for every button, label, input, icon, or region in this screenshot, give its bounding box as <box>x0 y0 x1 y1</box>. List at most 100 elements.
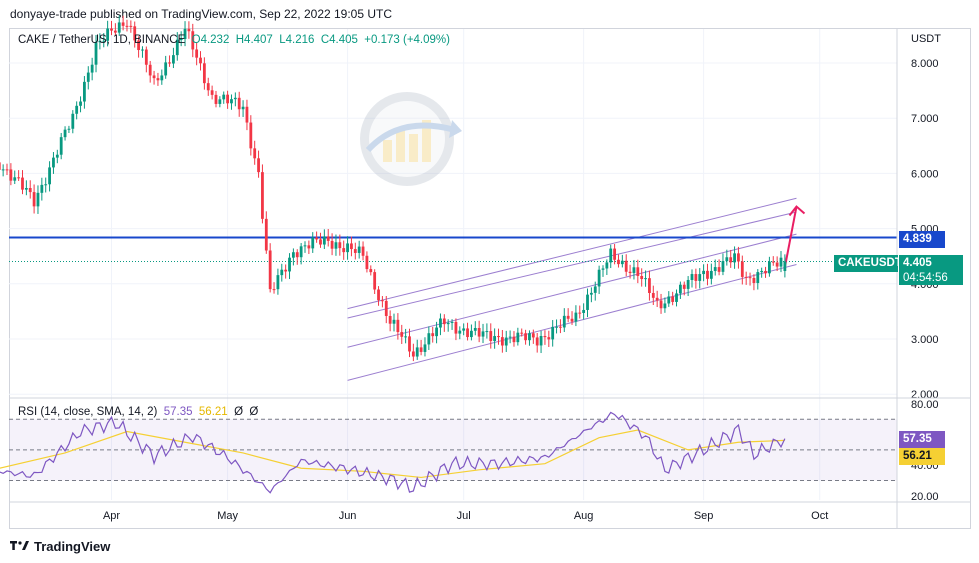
open-value: O4.232 <box>191 34 230 46</box>
candle-body <box>454 321 458 334</box>
candle-body <box>717 267 721 272</box>
time-tick-label: Apr <box>103 510 120 522</box>
time-tick-label: May <box>217 510 238 522</box>
candle-body <box>570 318 574 322</box>
price-tick-label: 7.000 <box>911 113 939 125</box>
candle-body <box>125 25 129 27</box>
candle-body <box>133 26 137 41</box>
candle-body <box>102 40 106 42</box>
candle-body <box>106 28 110 41</box>
candle-body <box>152 75 156 79</box>
candle-body <box>675 293 678 302</box>
candle-body <box>299 246 303 258</box>
rsi-sma-line <box>0 429 785 479</box>
candle-body <box>75 105 79 114</box>
candle-body <box>748 277 752 279</box>
close-value: C4.405 <box>320 34 358 46</box>
candle-body <box>141 49 144 51</box>
candle-body <box>381 300 384 302</box>
candle-body <box>477 327 481 337</box>
time-tick-label: Sep <box>694 510 714 522</box>
candle-body <box>199 57 202 64</box>
candle-body <box>311 237 315 249</box>
candle-body <box>539 336 543 346</box>
candle-body <box>586 294 589 310</box>
candle-body <box>24 188 28 190</box>
candle-body <box>245 106 249 123</box>
candle-body <box>113 30 117 33</box>
candle-body <box>528 333 531 341</box>
candle-body <box>272 289 276 291</box>
candle-body <box>342 248 346 253</box>
candle-body <box>648 278 651 293</box>
time-tick-label: Jun <box>339 510 357 522</box>
candle-body <box>400 332 404 337</box>
candle-body <box>384 300 388 316</box>
candle-body <box>775 262 779 267</box>
candle-body <box>191 31 195 50</box>
channel-line <box>347 197 797 310</box>
candle-body <box>756 272 760 284</box>
candle-body <box>520 332 524 334</box>
candle-body <box>71 113 75 129</box>
candle-body <box>249 122 253 149</box>
candle-body <box>183 28 187 39</box>
candle-body <box>601 268 605 270</box>
candle-body <box>202 63 206 84</box>
time-tick-label: Aug <box>574 510 594 522</box>
candle-body <box>48 167 51 185</box>
candles <box>0 15 787 362</box>
candle-body <box>613 248 616 260</box>
rsi-badge: 57.35 <box>899 431 945 448</box>
candle-body <box>90 64 94 73</box>
candle-body <box>721 261 725 272</box>
candle-body <box>59 137 63 155</box>
tradingview-brand[interactable]: TradingView <box>10 539 110 554</box>
candle-body <box>744 276 748 278</box>
candle-body <box>764 270 767 274</box>
candle-body <box>264 218 268 251</box>
rsi-extra-2: Ø <box>249 406 259 418</box>
symbol-name: CAKE / TetherUS, 1D, BINANCE <box>18 34 186 46</box>
candle-body <box>44 184 48 186</box>
candle-body <box>466 328 469 338</box>
candle-body <box>388 315 392 324</box>
candle-body <box>671 296 675 302</box>
candle-body <box>617 259 620 265</box>
candle-body <box>280 269 284 276</box>
rsi-panel <box>0 411 897 494</box>
candle-body <box>86 72 90 82</box>
candle-body <box>164 62 168 76</box>
candle-body <box>63 129 67 138</box>
candle-body <box>589 292 593 295</box>
candle-body <box>663 303 667 309</box>
change-value: +0.173 (+4.09%) <box>364 34 450 46</box>
candle-body <box>276 275 280 290</box>
candle-body <box>655 297 659 301</box>
candle-body <box>326 236 330 241</box>
channel-lines[interactable] <box>9 197 897 381</box>
currency-label: USDT <box>911 33 941 45</box>
candle-body <box>779 257 783 267</box>
channel-line <box>347 233 797 348</box>
candle-body <box>303 245 307 247</box>
rsi-legend-value: 57.35 <box>163 406 193 418</box>
candle-body <box>620 260 624 265</box>
candle-body <box>415 347 419 357</box>
candle-body <box>504 337 508 346</box>
candle-body <box>129 25 133 27</box>
candle-body <box>473 327 477 331</box>
candle-body <box>706 270 709 279</box>
rsi-line <box>0 411 786 494</box>
candle-body <box>9 169 13 181</box>
candle-body <box>32 192 36 207</box>
rsi-legend: RSI (14, close, SMA, 14, 2) 57.35 56.21 … <box>18 406 258 418</box>
candle-body <box>427 333 431 345</box>
candle-body <box>175 39 179 56</box>
candle-body <box>435 327 438 337</box>
rsi-extra-1: Ø <box>234 406 244 418</box>
candle-body <box>446 322 450 325</box>
candle-body <box>284 269 288 272</box>
high-value: H4.407 <box>235 34 273 46</box>
